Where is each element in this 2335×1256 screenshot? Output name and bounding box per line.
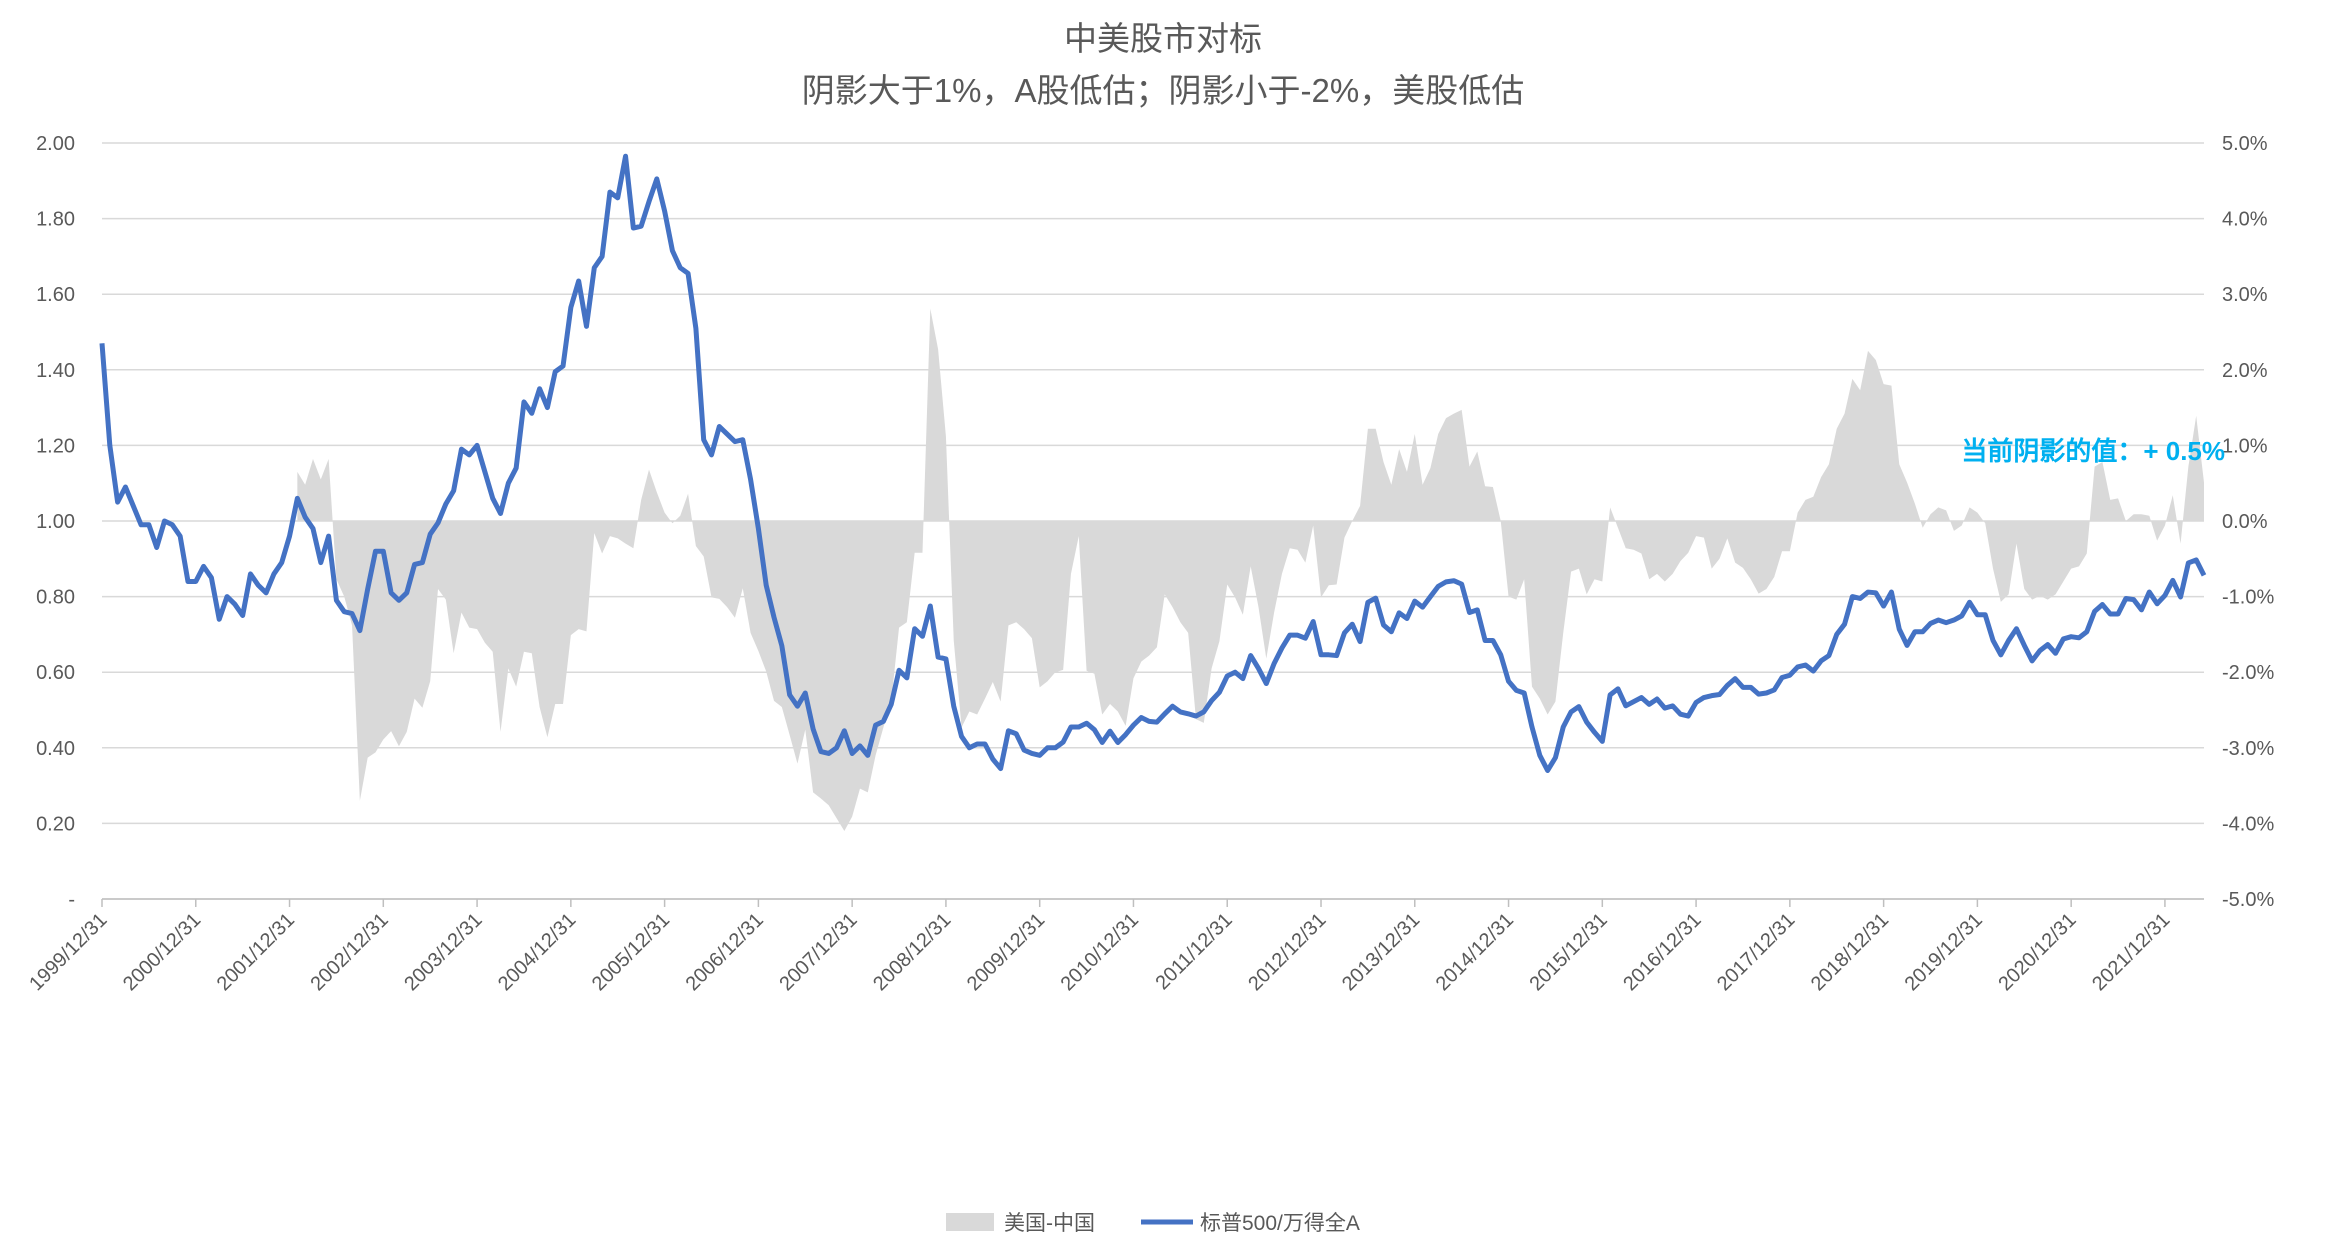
x-axis-tick-label: 2021/12/31 (2088, 909, 2174, 995)
line-path (99, 153, 2207, 773)
x-axis-tick-label: 2016/12/31 (1619, 909, 1705, 995)
right-axis-tick-label: 1.0% (2222, 435, 2268, 457)
right-axis-tick-label: -1.0% (2222, 587, 2274, 609)
left-axis-tick-label: 1.60 (36, 284, 75, 306)
current-value-annotation: 当前阴影的值：+ 0.5% (1961, 436, 2225, 466)
area-fill (297, 308, 2204, 831)
x-axis-tick-label: 2013/12/31 (1338, 909, 1424, 995)
x-axis-tick-label: 2003/12/31 (400, 909, 486, 995)
x-axis-tick-label: 2008/12/31 (869, 909, 955, 995)
chart-subtitle: 阴影大于1%，A股低估；阴影小于-2%，美股低估 (802, 72, 1524, 109)
right-axis-tick-label: 0.0% (2222, 511, 2268, 533)
left-axis-tick-label: 0.20 (36, 813, 75, 835)
left-axis-tick-label: - (68, 889, 75, 911)
x-axis-tick-label: 2002/12/31 (306, 909, 392, 995)
x-axis-tick-label: 2000/12/31 (119, 909, 205, 995)
x-axis-tick-label: 2020/12/31 (1994, 909, 2080, 995)
right-axis-tick-label: 4.0% (2222, 209, 2268, 231)
x-axis-tick-label: 2019/12/31 (1901, 909, 1987, 995)
left-axis-tick-label: 1.00 (36, 511, 75, 533)
right-axis-tick-label: -3.0% (2222, 738, 2274, 760)
right-axis-tick-label: 5.0% (2222, 133, 2268, 155)
area-series (297, 308, 2204, 831)
left-axis-tick-label: 2.00 (36, 133, 75, 155)
legend-item-line[interactable]: 标普500/万得全A (1141, 1212, 1360, 1235)
legend-label-area: 美国-中国 (1004, 1212, 1095, 1235)
right-axis-tick-label: 3.0% (2222, 284, 2268, 306)
legend: 美国-中国 标普500/万得全A (946, 1212, 1360, 1235)
line-series (99, 153, 2207, 773)
x-axis-tick-label: 2011/12/31 (1151, 909, 1236, 994)
left-axis-tick-label: 0.80 (36, 587, 75, 609)
x-axis-tick-label: 2005/12/31 (588, 909, 674, 995)
left-axis-tick-label: 0.60 (36, 662, 75, 684)
chart-title: 中美股市对标 (1064, 20, 1262, 57)
x-axis-tick-label: 2004/12/31 (494, 909, 580, 995)
x-axis-tick-label: 2015/12/31 (1526, 909, 1612, 995)
x-axis-tick-label: 2009/12/31 (963, 909, 1049, 995)
right-axis-tick-label: -2.0% (2222, 662, 2274, 684)
right-axis-tick-label: -5.0% (2222, 889, 2274, 911)
right-axis-tick-label: -4.0% (2222, 813, 2274, 835)
x-axis-tick-label: 2007/12/31 (775, 909, 861, 995)
x-axis-tick-label: 2010/12/31 (1057, 909, 1143, 995)
left-axis-tick-label: 1.40 (36, 360, 75, 382)
x-axis-tick-label: 2012/12/31 (1244, 909, 1330, 995)
left-axis-tick-label: 0.40 (36, 738, 75, 760)
legend-item-area[interactable]: 美国-中国 (946, 1212, 1095, 1235)
right-axis-tick-label: 2.0% (2222, 360, 2268, 382)
legend-label-line: 标普500/万得全A (1200, 1212, 1360, 1235)
x-axis-tick-label: 2018/12/31 (1807, 909, 1893, 995)
x-axis-tick-label: 2014/12/31 (1432, 909, 1518, 995)
x-axis-tick-label: 2006/12/31 (682, 909, 768, 995)
left-axis-tick-label: 1.80 (36, 209, 75, 231)
x-axis-tick-label: 2001/12/31 (213, 909, 299, 995)
x-axis-tick-label: 1999/12/31 (25, 909, 111, 995)
x-axis-tick-label: 2017/12/31 (1713, 909, 1799, 995)
legend-swatch-area (946, 1213, 994, 1231)
left-axis-tick-label: 1.20 (36, 435, 75, 457)
